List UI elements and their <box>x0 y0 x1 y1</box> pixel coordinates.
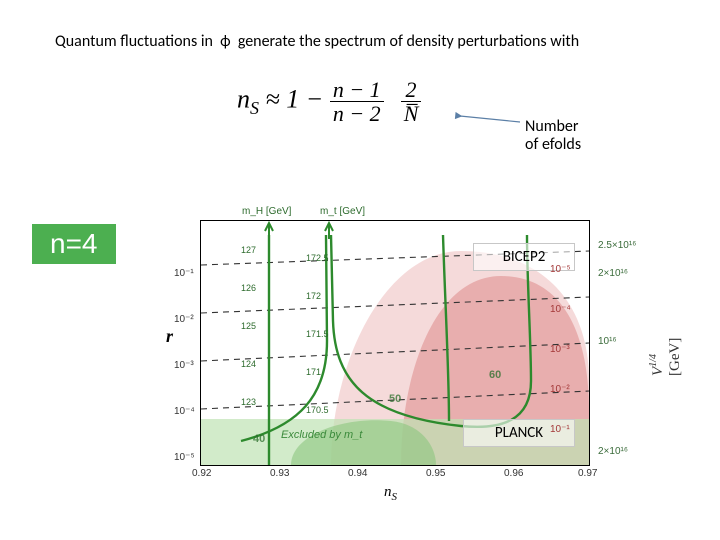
annot-line2: of efolds <box>525 136 581 154</box>
eq-num2: 2 <box>401 78 422 102</box>
eq-den2: N̅ <box>401 102 422 125</box>
y-tick: 10⁻² <box>174 314 194 325</box>
x-tick: 0.97 <box>578 468 597 479</box>
y-tick: 10⁻⁴ <box>174 406 195 417</box>
eq-frac1: n − 1 n − 2 <box>330 78 384 125</box>
eq-lhs: n <box>237 85 250 114</box>
v14-tick: 2×10¹⁶ <box>598 446 628 457</box>
mh-val: 125 <box>241 321 256 331</box>
x-tick: 0.96 <box>504 468 523 479</box>
mt-val: 172.5 <box>306 253 329 263</box>
v14-tick: 2×10¹⁶ <box>598 268 628 279</box>
annotation-arrow <box>452 112 524 137</box>
efold-label: 40 <box>253 433 265 445</box>
right-tick: 10⁻¹ <box>550 424 570 435</box>
eq-den1: n − 2 <box>330 102 384 125</box>
efold-annotation: Number of efolds <box>525 118 581 155</box>
mh-val: 127 <box>241 245 256 255</box>
ns-r-chart: m_H [GeV] m_t [GeV] <box>154 206 664 502</box>
eq-sub: S <box>250 98 259 118</box>
mt-val: 171 <box>306 367 321 377</box>
v14-tick: 10¹⁶ <box>598 336 617 347</box>
efold-label: 60 <box>489 369 501 381</box>
right-axis-sup: 1/4 <box>648 354 659 367</box>
mh-val: 126 <box>241 283 256 293</box>
eq-frac2: 2 N̅ <box>401 78 422 125</box>
right-tick: 10⁻⁵ <box>550 264 571 275</box>
header-sentence: Quantum fluctuations in ϕ generate the s… <box>55 32 579 51</box>
x-axis-sub: S <box>392 491 398 503</box>
y-tick: 10⁻³ <box>174 360 194 371</box>
annot-line1: Number <box>525 118 581 136</box>
right-axis-unit: [GeV] <box>667 338 683 376</box>
x-tick: 0.93 <box>270 468 289 479</box>
eq-approx: ≈ 1 − <box>266 85 324 114</box>
mt-val: 172 <box>306 291 321 301</box>
n4-badge: n=4 <box>32 224 116 264</box>
y-tick: 10⁻¹ <box>174 268 194 279</box>
x-tick: 0.95 <box>426 468 445 479</box>
top-arrows <box>265 223 333 239</box>
right-axis-label: V1/4 [GeV] <box>648 338 684 376</box>
excluded-text: Excluded by m_t <box>281 429 362 441</box>
x-tick: 0.94 <box>348 468 367 479</box>
mh-val: 124 <box>241 359 256 369</box>
right-axis-symbol: V <box>650 367 666 376</box>
x-tick: 0.92 <box>192 468 211 479</box>
right-tick: 10⁻² <box>550 384 570 395</box>
right-tick: 10⁻⁴ <box>550 304 571 315</box>
x-axis-symbol: n <box>384 484 392 500</box>
y-tick: 10⁻⁵ <box>174 452 195 463</box>
mt-val: 170.5 <box>306 405 329 415</box>
right-tick: 10⁻³ <box>550 344 570 355</box>
v14-tick: 2.5×10¹⁶ <box>598 240 636 251</box>
mh-val: 123 <box>241 397 256 407</box>
mh-column-head: m_H [GeV] <box>242 206 291 217</box>
efold-label: 50 <box>389 393 401 405</box>
mt-val: 171.5 <box>306 329 329 339</box>
spectral-index-equation: nS ≈ 1 − n − 1 n − 2 2 N̅ <box>237 78 421 125</box>
y-axis-label: r <box>166 326 173 347</box>
mt-column-head: m_t [GeV] <box>320 206 365 217</box>
plot-area: 127 126 125 124 123 172.5 172 171.5 171 … <box>200 220 590 466</box>
x-axis-label: nS <box>384 484 397 503</box>
eq-num1: n − 1 <box>330 78 384 102</box>
